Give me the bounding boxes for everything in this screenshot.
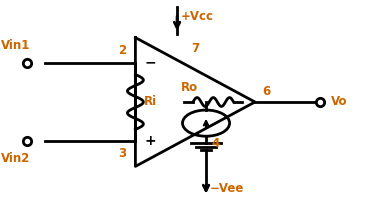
Text: +Vcc: +Vcc	[181, 10, 214, 23]
Text: −: −	[145, 56, 156, 70]
Text: Vo: Vo	[331, 95, 347, 109]
Text: 6: 6	[262, 85, 270, 98]
Text: 3: 3	[118, 147, 126, 160]
Text: Vin2: Vin2	[1, 152, 31, 165]
Text: Ri: Ri	[143, 95, 157, 109]
Text: 7: 7	[192, 42, 200, 55]
Text: Vin1: Vin1	[1, 39, 31, 52]
Text: Ro: Ro	[181, 81, 198, 94]
Text: +: +	[145, 134, 156, 148]
Text: −Vee: −Vee	[210, 182, 244, 195]
Text: 2: 2	[118, 44, 126, 57]
Text: 4: 4	[211, 137, 220, 150]
